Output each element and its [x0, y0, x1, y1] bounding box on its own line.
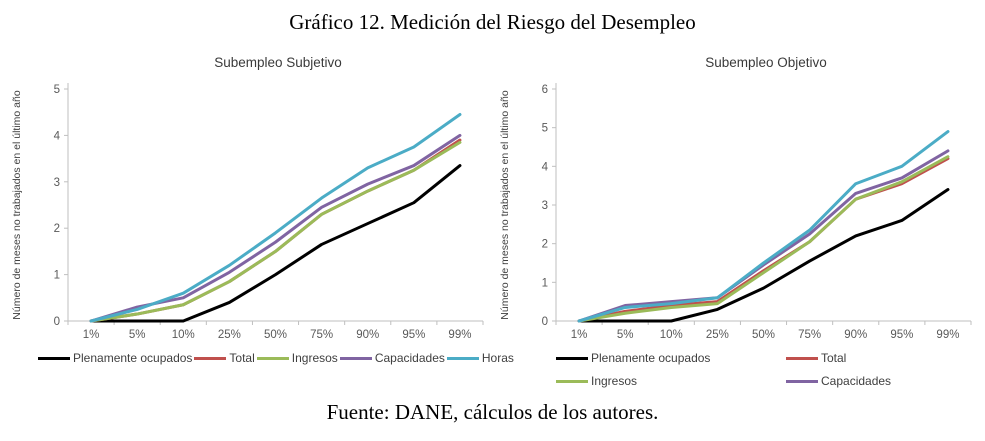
- legend-item: Plenamente ocupados: [38, 351, 192, 365]
- legend-swatch: [446, 356, 479, 360]
- x-tick-label: 1%: [83, 329, 100, 341]
- x-tick-label: 25%: [706, 329, 729, 341]
- series-line-total: [89, 138, 462, 323]
- x-tick-label: 90%: [356, 329, 379, 341]
- legend-item: Ingresos: [256, 351, 338, 365]
- legend-label: Ingresos: [291, 351, 338, 365]
- series-line-ingresos: [89, 140, 462, 323]
- chart-title-subjetivo: Subempleo Subjetivo: [214, 55, 342, 70]
- y-tick-label: 5: [542, 123, 548, 135]
- x-tick-label: 50%: [264, 329, 287, 341]
- legend-item: Horas: [446, 351, 514, 365]
- legend-swatch: [786, 356, 818, 360]
- chart-title-objetivo: Subempleo Objetivo: [705, 55, 827, 70]
- axes: 0 1 2 3 4 5 6 1% 5% 10% 25% 50% 75% 90% 95% 99%: [542, 83, 972, 341]
- legend-item: Plenamente ocupados: [556, 351, 786, 365]
- legend-swatch: [194, 356, 227, 360]
- legend-subjetivo: Plenamente ocupados Total Ingresos Capac…: [38, 351, 514, 365]
- legend-item: Capacidades: [339, 351, 445, 365]
- legend-label: Total: [229, 351, 255, 365]
- legend-label: Capacidades: [821, 374, 892, 388]
- chart-panel-subjetivo: Subempleo Subjetivo 0 1 2 3 4 5 1% 5% 10% 25% 50% 7…: [8, 55, 514, 395]
- legend-swatch: [786, 379, 818, 383]
- y-tick-label: 3: [54, 177, 60, 189]
- x-tick-label: 99%: [448, 329, 471, 341]
- series-line-ingresos: [577, 155, 950, 323]
- y-tick-label: 3: [542, 200, 548, 212]
- y-tick-label: 4: [54, 130, 61, 142]
- y-tick-label: 5: [54, 84, 60, 96]
- legend-item: Ingresos: [556, 374, 786, 388]
- y-tick-label: 2: [542, 239, 548, 251]
- legend-label: Total: [821, 351, 847, 365]
- y-tick-label: 6: [542, 84, 548, 96]
- chart-panel-objetivo: Subempleo Objetivo 0 1 2 3 4 5 6 1% 5% 10% 25% 50% 7…: [496, 55, 982, 395]
- x-tick-label: 75%: [798, 329, 821, 341]
- x-tick-label: 90%: [844, 329, 867, 341]
- y-axis-title: Número de meses no trabajados en el últi…: [11, 90, 23, 320]
- legend-swatch: [256, 356, 289, 360]
- y-tick-label: 2: [54, 223, 60, 235]
- x-tick-label: 95%: [402, 329, 425, 341]
- x-tick-label: 1%: [571, 329, 588, 341]
- legend-label: Plenamente ocupados: [73, 351, 193, 365]
- x-tick-label: 75%: [310, 329, 333, 341]
- legend-item: Total: [786, 351, 956, 365]
- series-line-capacidades: [89, 133, 462, 323]
- x-tick-label: 25%: [218, 329, 241, 341]
- legend-label: Ingresos: [591, 374, 638, 388]
- legend-swatch: [556, 356, 588, 360]
- series-line-plenamente-ocupados: [577, 188, 950, 323]
- x-tick-label: 5%: [129, 329, 146, 341]
- chart-plot-objetivo: 0 1 2 3 4 5 6 1% 5% 10% 25% 50% 75% 90% 95% 99% Número d…: [499, 83, 972, 341]
- legend-swatch: [556, 379, 588, 383]
- y-axis-title: Número de meses no trabajados en el últi…: [499, 90, 511, 320]
- legend-swatch: [38, 356, 70, 360]
- series-line-plenamente-ocupados: [89, 164, 462, 323]
- series-line-total: [577, 157, 950, 323]
- x-tick-label: 95%: [890, 329, 913, 341]
- legend-label: Plenamente ocupados: [591, 351, 711, 365]
- y-tick-label: 0: [54, 316, 60, 328]
- legend-swatch: [339, 356, 372, 360]
- legend-label: Horas: [481, 351, 514, 365]
- x-tick-label: 5%: [617, 329, 634, 341]
- legend-objetivo: Plenamente ocupados Total Ingresos Capac…: [556, 351, 956, 388]
- page-title: Gráfico 12. Medición del Riesgo del Dese…: [289, 10, 696, 34]
- y-tick-label: 0: [542, 316, 548, 328]
- legend-item: Total: [194, 351, 255, 365]
- x-tick-label: 10%: [660, 329, 683, 341]
- x-tick-label: 10%: [172, 329, 195, 341]
- series-line-horas: [577, 130, 950, 323]
- x-tick-label: 99%: [936, 329, 959, 341]
- y-tick-label: 4: [542, 161, 549, 173]
- x-tick-label: 50%: [752, 329, 775, 341]
- y-tick-label: 1: [542, 277, 548, 289]
- series-line-capacidades: [577, 149, 950, 323]
- source-note: Fuente: DANE, cálculos de los autores.: [326, 400, 659, 424]
- legend-item: Capacidades: [786, 374, 956, 388]
- axes: 0 1 2 3 4 5 1% 5% 10% 25% 50% 75% 90% 95% 99%: [54, 83, 484, 341]
- series-line-horas: [89, 113, 462, 323]
- legend-label: Capacidades: [374, 351, 445, 365]
- chart-plot-subjetivo: 0 1 2 3 4 5 1% 5% 10% 25% 50% 75% 90% 95% 99% Número de…: [11, 83, 484, 341]
- y-tick-label: 1: [54, 270, 60, 282]
